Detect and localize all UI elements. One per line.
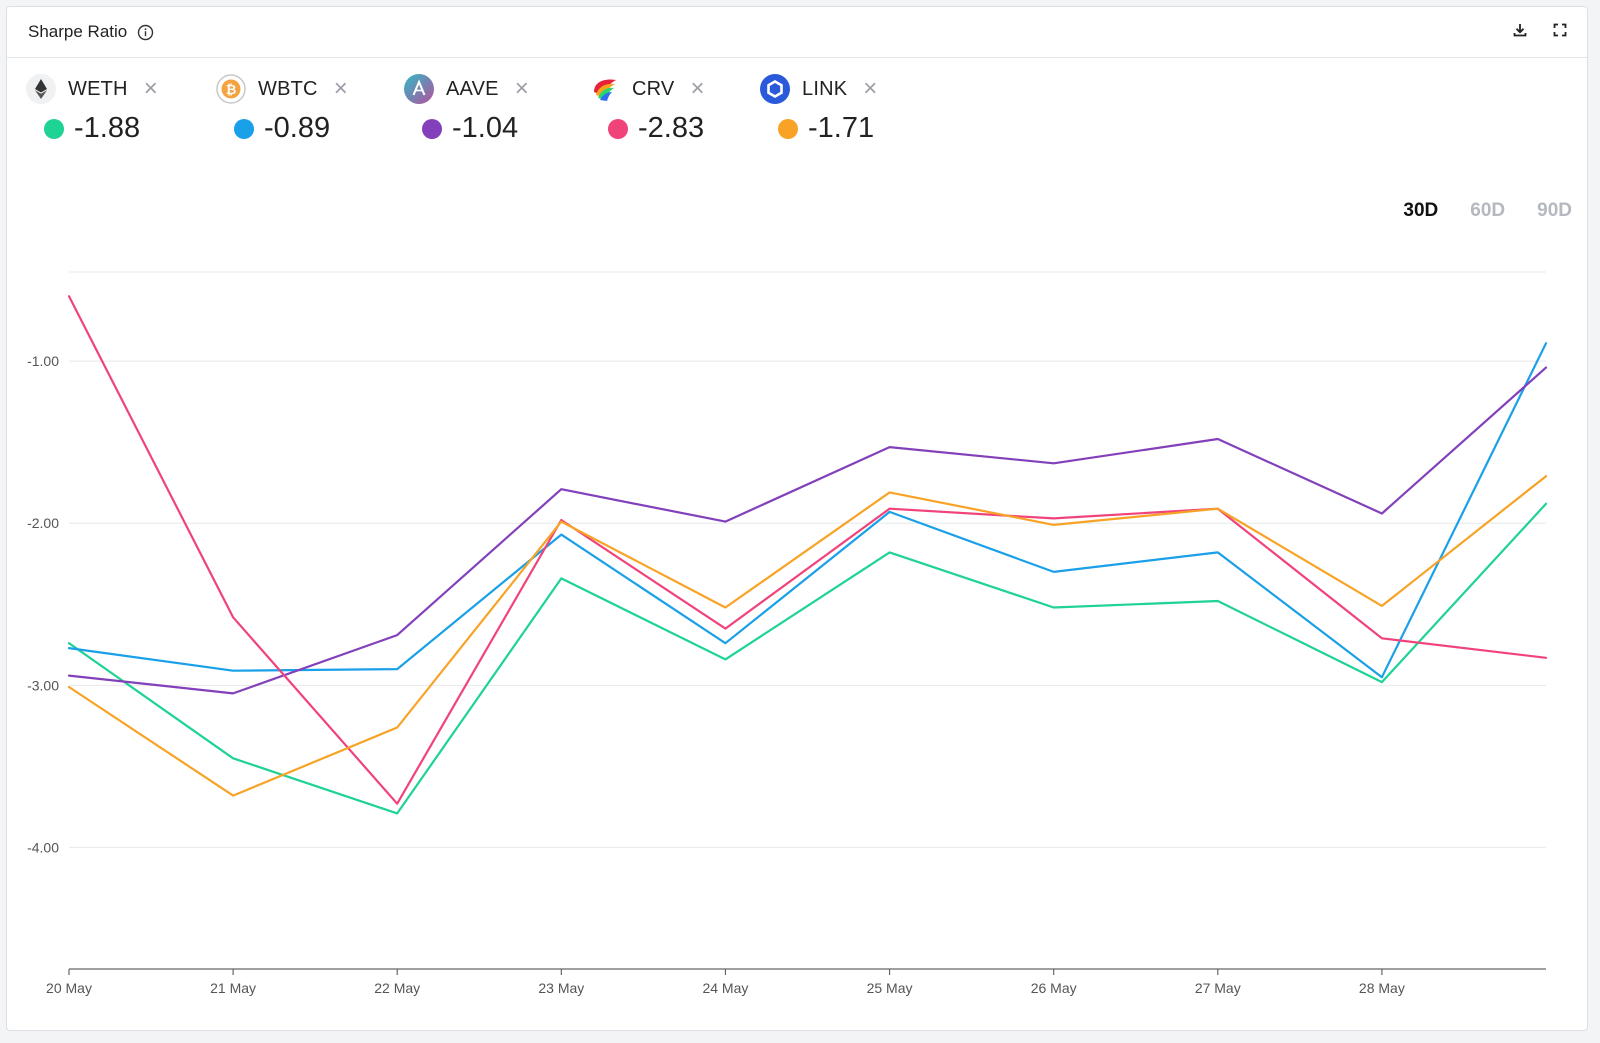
- y-tick-label: -3.00: [27, 677, 59, 693]
- asset-name-link: LINK: [802, 77, 848, 100]
- asset-value-weth: -1.88: [74, 112, 141, 144]
- x-tick-label: 23 May: [538, 980, 584, 996]
- legend-item-aave: AAVE × -1.04: [404, 72, 529, 152]
- grid-lines: [69, 271, 1546, 848]
- x-tick-label: 28 May: [1359, 980, 1405, 996]
- info-icon[interactable]: [137, 24, 154, 41]
- legend-item-weth: WETH × -1.88: [26, 72, 158, 152]
- asset-value-crv: -2.83: [638, 112, 705, 144]
- range-tab-60d[interactable]: 60D: [1470, 200, 1506, 221]
- asset-value-link: -1.71: [808, 112, 875, 144]
- remove-link-button[interactable]: ×: [863, 75, 878, 102]
- series-color-dot-link: [778, 118, 798, 139]
- range-tab-30d[interactable]: 30D: [1403, 200, 1439, 221]
- svg-text:₿: ₿: [226, 83, 237, 98]
- asset-name-crv: CRV: [632, 77, 675, 100]
- download-icon[interactable]: [1511, 21, 1529, 39]
- y-tick-label: -2.00: [27, 515, 59, 531]
- curve-icon: [590, 74, 620, 104]
- remove-weth-button[interactable]: ×: [143, 75, 158, 102]
- x-tick-label: 24 May: [702, 980, 748, 996]
- series-line-crv[interactable]: [67, 295, 1548, 805]
- asset-name-wbtc: WBTC: [258, 77, 318, 100]
- series-lines: [67, 295, 1548, 815]
- x-tick-label: 26 May: [1031, 980, 1077, 996]
- asset-name-weth: WETH: [68, 77, 128, 100]
- asset-value-aave: -1.04: [452, 112, 519, 144]
- x-tick-label: 21 May: [210, 980, 256, 996]
- asset-value-wbtc: -0.89: [264, 112, 331, 144]
- x-tick-label: 25 May: [867, 980, 913, 996]
- range-tab-90d[interactable]: 90D: [1537, 200, 1572, 221]
- asset-name-aave: AAVE: [446, 77, 499, 100]
- series-color-dot-weth: [44, 118, 64, 139]
- legend-item-crv: CRV × -2.83: [590, 72, 704, 152]
- chart-axes: -1.00 -2.00 -3.00 -4.00 20 May 21 May 22 May 23…: [27, 353, 1546, 996]
- remove-crv-button[interactable]: ×: [690, 75, 705, 102]
- range-tabs: 30D 60D 90D: [1403, 200, 1572, 222]
- legend-item-link: LINK × -1.71: [760, 72, 877, 152]
- ethereum-icon: [26, 74, 56, 104]
- series-line-link[interactable]: [67, 475, 1548, 797]
- card-title: Sharpe Ratio: [28, 22, 128, 41]
- fullscreen-icon[interactable]: [1551, 21, 1569, 39]
- series-color-dot-wbtc: [234, 118, 254, 139]
- series-line-wbtc[interactable]: [67, 342, 1548, 679]
- bitcoin-icon: ₿: [216, 74, 246, 104]
- card-header: Sharpe Ratio: [7, 7, 1587, 58]
- sharpe-ratio-card: Sharpe Ratio: [6, 6, 1588, 1031]
- x-tick-label: 20 May: [46, 980, 92, 996]
- chainlink-icon: [760, 74, 790, 104]
- aave-icon: [404, 74, 434, 104]
- remove-wbtc-button[interactable]: ×: [333, 75, 348, 102]
- x-tick-label: 27 May: [1195, 980, 1241, 996]
- y-tick-label: -4.00: [27, 839, 59, 855]
- y-tick-label: -1.00: [27, 353, 59, 369]
- series-color-dot-crv: [608, 118, 628, 139]
- series-color-dot-aave: [422, 118, 442, 139]
- x-tick-label: 22 May: [374, 980, 420, 996]
- remove-aave-button[interactable]: ×: [514, 75, 529, 102]
- series-line-weth[interactable]: [67, 502, 1548, 815]
- series-line-aave[interactable]: [67, 366, 1548, 695]
- header-actions: [1511, 21, 1569, 39]
- legend-item-wbtc: ₿ WBTC × -0.89: [216, 72, 348, 152]
